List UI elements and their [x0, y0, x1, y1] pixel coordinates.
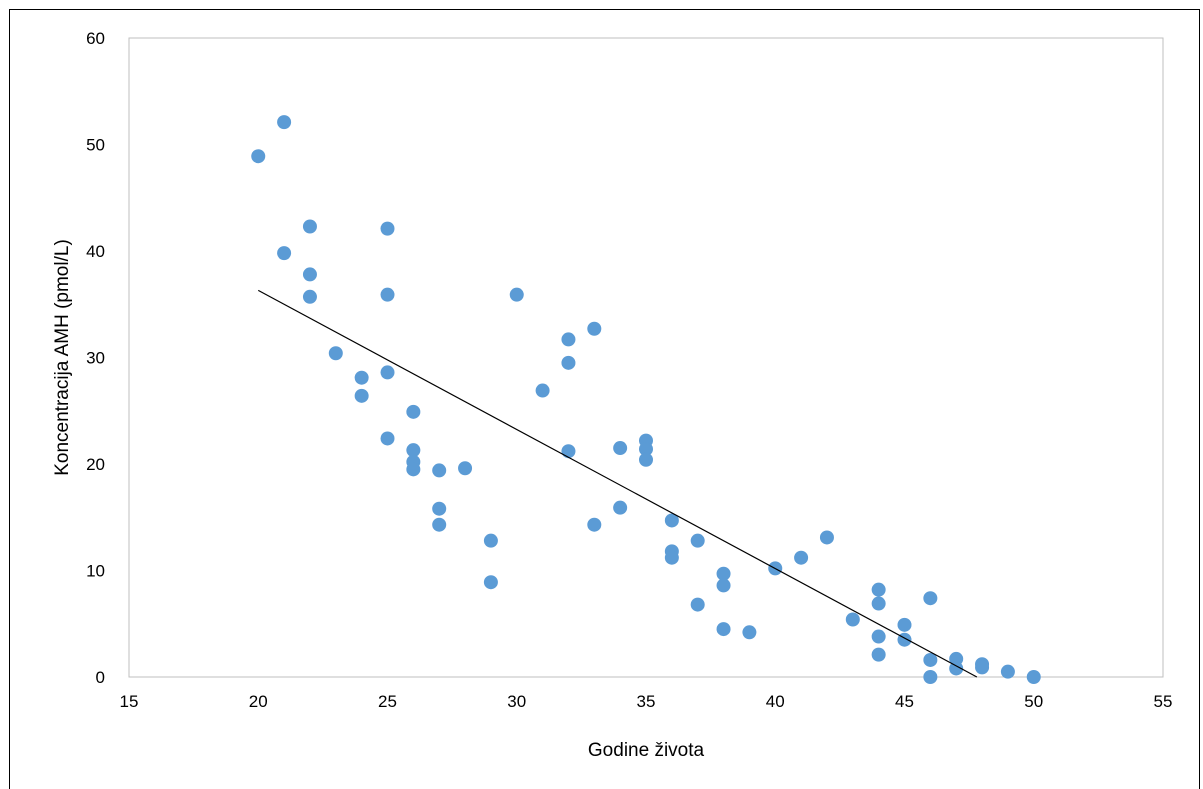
data-point: [277, 115, 292, 130]
data-point: [923, 591, 938, 606]
data-point: [949, 651, 964, 666]
data-point: [587, 321, 602, 336]
data-point: [1000, 664, 1015, 679]
data-point: [535, 383, 550, 398]
data-point: [561, 444, 576, 459]
x-tick-label: 50: [1024, 692, 1043, 711]
y-tick-label: 50: [86, 136, 105, 155]
data-point: [406, 404, 421, 419]
data-point: [509, 287, 524, 302]
data-point: [897, 617, 912, 632]
data-point: [302, 289, 317, 304]
data-point: [483, 575, 498, 590]
data-point: [277, 246, 292, 261]
plot-area: [128, 37, 1164, 678]
chart-frame: [9, 9, 1200, 789]
y-tick-label: 0: [96, 668, 105, 687]
y-tick-label: 10: [86, 562, 105, 581]
data-point: [949, 661, 964, 676]
data-point: [432, 501, 447, 516]
data-point: [251, 149, 266, 164]
data-point: [380, 287, 395, 302]
x-tick-label: 15: [120, 692, 139, 711]
data-point: [845, 612, 860, 627]
data-point: [819, 530, 834, 545]
data-point: [690, 597, 705, 612]
data-point: [639, 452, 653, 467]
x-tick-label: 45: [895, 692, 914, 711]
data-point: [975, 660, 990, 675]
x-tick-label: 20: [249, 692, 268, 711]
y-tick-label: 60: [86, 29, 105, 48]
x-axis-ticks: 15 20 25 30 35 40 45 50 55: [120, 692, 1173, 711]
data-point: [690, 533, 705, 548]
y-axis-title: Koncentracija AMH (pmol/L): [52, 239, 73, 476]
y-tick-label: 20: [86, 455, 105, 474]
data-point: [923, 670, 938, 684]
data-point: [794, 550, 809, 565]
data-point: [483, 533, 498, 548]
data-point: [639, 442, 653, 457]
data-point: [871, 596, 886, 611]
data-point: [354, 388, 369, 403]
x-axis-title: Godine života: [588, 740, 705, 761]
x-tick-label: 25: [378, 692, 397, 711]
y-axis-ticks: 0 10 20 30 40 50 60: [86, 29, 105, 687]
y-tick-label: 30: [86, 349, 105, 368]
trendline: [257, 289, 978, 678]
x-tick-label: 40: [766, 692, 785, 711]
data-point: [380, 221, 395, 236]
data-point: [458, 461, 473, 476]
data-point: [380, 431, 395, 446]
data-point: [561, 332, 576, 347]
data-point: [1026, 670, 1041, 684]
data-point: [432, 463, 447, 478]
y-tick-label: 40: [86, 242, 105, 261]
data-point: [716, 622, 731, 637]
data-point: [871, 647, 886, 662]
data-point: [716, 566, 731, 581]
x-tick-label: 35: [637, 692, 656, 711]
x-tick-label: 30: [507, 692, 526, 711]
data-point: [923, 652, 938, 667]
data-point: [871, 582, 886, 597]
data-point: [432, 517, 447, 532]
data-points: [251, 115, 1041, 684]
data-point: [380, 365, 395, 380]
data-point: [328, 346, 343, 361]
data-point: [302, 267, 317, 282]
data-point: [664, 550, 679, 565]
data-point: [406, 443, 421, 458]
data-point: [871, 629, 886, 644]
data-point: [302, 219, 317, 234]
data-point: [664, 513, 679, 528]
data-point: [406, 462, 421, 477]
data-point: [716, 578, 731, 593]
data-point: [613, 500, 628, 515]
data-point: [613, 441, 628, 456]
data-point: [561, 355, 576, 370]
data-point: [587, 517, 602, 532]
x-tick-label: 55: [1154, 692, 1173, 711]
data-point: [742, 625, 757, 640]
data-point: [354, 370, 369, 385]
